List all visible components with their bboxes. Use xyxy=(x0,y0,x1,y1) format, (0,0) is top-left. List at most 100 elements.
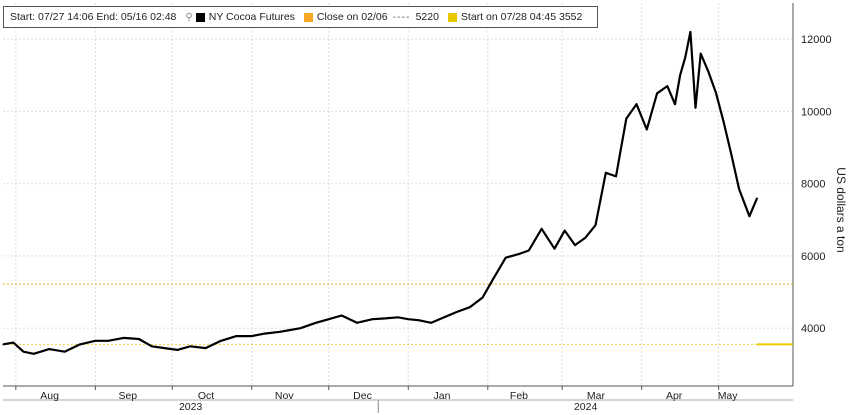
x-tick-label: May xyxy=(718,390,739,402)
legend-range-start: Start: 07/27 14:06 xyxy=(10,11,94,23)
data-point xyxy=(730,154,733,156)
close-swatch xyxy=(303,12,313,22)
dashed-line-icon: ---- xyxy=(392,11,411,23)
data-point xyxy=(251,335,253,337)
data-point xyxy=(63,351,66,353)
y-tick-label: 4000 xyxy=(801,323,825,335)
y-tick-label: 12000 xyxy=(801,34,832,46)
data-point xyxy=(205,347,207,349)
data-point xyxy=(417,319,420,321)
chart-legend: Start: 07/27 14:06 End: 05/16 02:48 ⚲ NY… xyxy=(3,6,599,28)
data-point xyxy=(756,197,758,199)
reference-lines xyxy=(3,283,793,346)
x-tick-label: Feb xyxy=(510,390,528,402)
y-tick-label: 8000 xyxy=(801,179,825,191)
x-tick-label: Nov xyxy=(275,390,294,402)
data-point xyxy=(356,322,358,324)
axes xyxy=(3,3,794,413)
data-point xyxy=(594,224,597,226)
pin-icon: ⚲ xyxy=(185,11,193,23)
data-point xyxy=(397,316,399,318)
x-tick-label: Sep xyxy=(118,390,137,402)
data-point xyxy=(482,296,484,299)
legend-range-end: End: 05/16 02:48 xyxy=(96,11,177,23)
grid-lines xyxy=(3,3,793,386)
data-point xyxy=(94,340,96,342)
data-point xyxy=(48,348,50,350)
data-point xyxy=(748,215,750,217)
cocoa-futures-line xyxy=(2,30,759,355)
data-point xyxy=(328,318,330,320)
data-point xyxy=(299,327,302,329)
data-point xyxy=(700,52,702,55)
legend-close-label: Close on 02/06 xyxy=(316,11,388,23)
series-swatch xyxy=(195,12,205,22)
data-point xyxy=(635,103,638,105)
data-point xyxy=(689,31,692,33)
data-point xyxy=(33,353,35,355)
data-point xyxy=(443,316,445,318)
x-year-label: 2023 xyxy=(179,401,203,413)
legend-date-range: Start: 07/27 14:06 End: 05/16 02:48 xyxy=(10,11,176,23)
data-point xyxy=(371,318,373,320)
data-point xyxy=(605,172,607,174)
data-point xyxy=(340,314,343,317)
x-tick-label: Apr xyxy=(666,390,683,402)
data-point xyxy=(517,253,520,255)
data-point xyxy=(723,121,725,123)
legend-item-start: Start on 07/28 04:45 3552 xyxy=(447,11,583,23)
data-point xyxy=(584,237,586,239)
data-point xyxy=(674,103,676,105)
data-point xyxy=(656,92,658,94)
data-point xyxy=(279,331,281,333)
series-group xyxy=(2,30,759,355)
legend-item-series: ⚲ NY Cocoa Futures xyxy=(185,11,295,23)
x-tick-label: Aug xyxy=(40,390,59,402)
data-point xyxy=(315,322,317,324)
x-tick-label: Jan xyxy=(434,390,451,402)
data-point xyxy=(738,188,740,190)
data-point xyxy=(666,85,668,87)
data-point xyxy=(189,345,191,347)
x-tick-label: Oct xyxy=(198,390,214,402)
data-point xyxy=(264,333,266,335)
data-point xyxy=(469,306,471,308)
data-point xyxy=(176,349,179,351)
data-point xyxy=(138,338,140,340)
data-point xyxy=(122,337,125,339)
data-point xyxy=(151,345,153,347)
data-point xyxy=(564,230,566,232)
data-point xyxy=(541,228,543,230)
data-point xyxy=(625,118,627,120)
data-point xyxy=(646,128,648,131)
y-tick-label: 10000 xyxy=(801,106,832,118)
data-point xyxy=(430,322,432,324)
x-tick-label: Dec xyxy=(353,390,372,402)
start-swatch xyxy=(447,12,457,22)
x-year-label: 2024 xyxy=(574,401,598,413)
data-point xyxy=(574,244,576,246)
data-point xyxy=(289,329,291,331)
data-point xyxy=(615,175,617,178)
legend-start-value: 3552 xyxy=(559,11,583,23)
y-axis-title: US dollars a ton xyxy=(834,167,848,253)
data-point xyxy=(12,342,14,344)
data-point xyxy=(694,107,697,109)
data-point xyxy=(528,249,530,252)
x-tick-label: Mar xyxy=(587,390,606,402)
data-point xyxy=(456,311,458,313)
tick-labels: 4000 6000 8000 10000 12000 Aug Sep Oct Nov Dec Jan… xyxy=(40,34,831,413)
data-point xyxy=(505,257,507,259)
data-point xyxy=(407,318,409,320)
data-point xyxy=(163,347,166,349)
legend-series-label: NY Cocoa Futures xyxy=(208,11,295,23)
data-point xyxy=(553,248,556,250)
y-tick-label: 6000 xyxy=(801,251,825,263)
legend-item-close: Close on 02/06 ---- 5220 xyxy=(303,11,439,23)
data-point xyxy=(22,351,25,353)
data-point xyxy=(2,343,4,345)
data-point xyxy=(235,335,238,337)
data-point xyxy=(220,340,222,342)
data-point xyxy=(384,317,386,320)
